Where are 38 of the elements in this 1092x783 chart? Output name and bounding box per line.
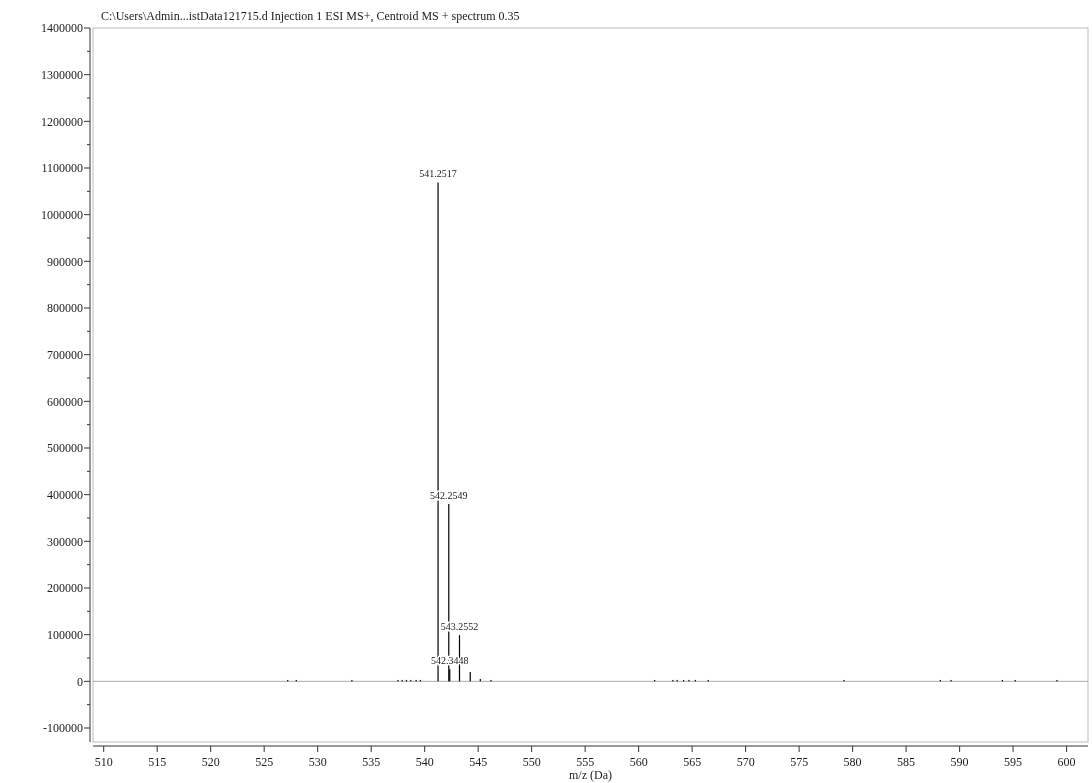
x-tick-label: 580 [843, 755, 862, 769]
x-tick-label: 590 [950, 755, 969, 769]
y-tick-label: 0 [77, 674, 83, 689]
x-tick-label: 555 [576, 755, 595, 769]
x-tick-label: 510 [94, 755, 113, 769]
x-axis-title: m/z (Da) [569, 768, 612, 782]
x-tick-label: 525 [255, 755, 274, 769]
y-tick-label: 100000 [47, 627, 83, 642]
x-tick-label: 595 [1004, 755, 1023, 769]
x-tick-label: 550 [522, 755, 541, 769]
y-tick-label: 900000 [47, 254, 83, 269]
annotation: 541.2517 [419, 168, 457, 180]
x-tick-label: 540 [415, 755, 434, 769]
y-tick-label: 500000 [47, 441, 83, 456]
y-tick-label: 1300000 [41, 67, 83, 82]
y-tick-label: 300000 [47, 534, 83, 549]
x-tick-label: 560 [629, 755, 648, 769]
x-tick-label: 545 [469, 755, 488, 769]
x-tick-label: 520 [201, 755, 220, 769]
x-tick-label: 530 [308, 755, 327, 769]
chart-title: C:\Users\Admin...istData121715.d Injection 1 ESI MS+, Centroid MS + spectrum 0.35 [101, 9, 520, 23]
x-tick-label: 585 [897, 755, 916, 769]
x-tick-label: 600 [1057, 755, 1076, 769]
y-tick-label: 1100000 [41, 161, 83, 176]
y-tick-label: 800000 [47, 301, 83, 316]
x-tick-label: 565 [683, 755, 702, 769]
y-tick-label: 200000 [47, 581, 83, 596]
y-tick-label: 600000 [47, 394, 83, 409]
y-tick-label: 1200000 [41, 114, 83, 129]
y-tick-label: 700000 [47, 347, 83, 362]
y-tick-label: -100000 [43, 721, 83, 736]
x-tick-label: 570 [736, 755, 755, 769]
x-tick-label: 535 [362, 755, 381, 769]
y-tick-label: 1400000 [41, 21, 83, 36]
y-tick-label: 1000000 [41, 207, 83, 222]
x-tick-label: 575 [790, 755, 809, 769]
y-tick-label: 400000 [47, 487, 83, 502]
x-tick-label: 515 [148, 755, 167, 769]
